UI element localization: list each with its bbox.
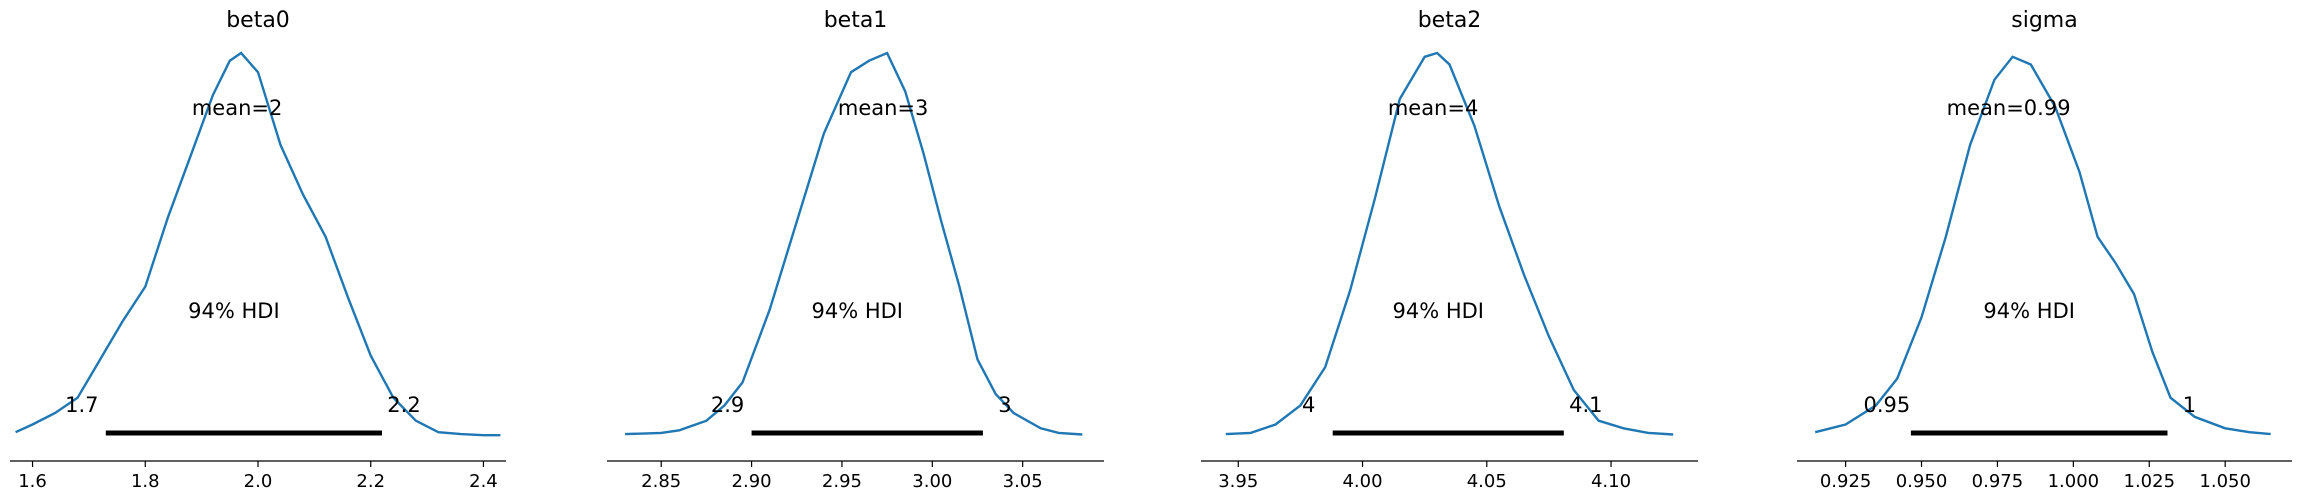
hdi-high-label: 2.2 — [387, 393, 420, 417]
hdi-high-label: 3 — [998, 393, 1011, 417]
x-tick-label: 1.6 — [18, 471, 47, 492]
x-tick-label: 2.2 — [356, 471, 385, 492]
x-tick-label: 3.05 — [1003, 471, 1043, 492]
x-tick-label: 0.975 — [1972, 471, 2024, 492]
hdi-high-label: 1 — [2183, 393, 2196, 417]
hdi-low-label: 1.7 — [65, 393, 98, 417]
hdi-high-label: 4.1 — [1569, 393, 1602, 417]
x-tick-label: 2.90 — [732, 471, 772, 492]
x-tick-label: 2.85 — [641, 471, 681, 492]
mean-label: mean=4 — [1388, 96, 1479, 120]
hdi-low-label: 0.95 — [1863, 393, 1910, 417]
x-tick-label: 4.10 — [1591, 471, 1631, 492]
x-tick-label: 3.00 — [912, 471, 952, 492]
x-tick-label: 2.0 — [244, 471, 273, 492]
x-tick-label: 1.025 — [2124, 471, 2176, 492]
hdi-label: 94% HDI — [1983, 299, 2075, 323]
x-tick-label: 2.95 — [822, 471, 862, 492]
x-tick-label: 3.95 — [1218, 471, 1258, 492]
x-tick-label: 4.05 — [1467, 471, 1507, 492]
density-curve — [1814, 55, 2271, 436]
density-curve — [625, 51, 1083, 436]
hdi-low-label: 2.9 — [711, 393, 744, 417]
x-tick-label: 1.050 — [2199, 471, 2251, 492]
x-tick-label: 4.00 — [1342, 471, 1382, 492]
panel-sigma: sigma mean=0.99 94% HDI 0.95 1 0.925 0.950 0.97… — [1797, 8, 2292, 492]
hdi-label: 94% HDI — [188, 299, 280, 323]
panel-beta1: beta1 mean=3 94% HDI 2.9 3 2.85 2.90 2.95 3.00 3.… — [607, 8, 1104, 492]
hdi-label: 94% HDI — [811, 299, 903, 323]
panel-title: beta1 — [824, 8, 888, 33]
panel-beta2: beta2 mean=4 94% HDI 4 4.1 3.95 4.00 4.05 4.10 — [1201, 8, 1698, 492]
mean-label: mean=0.99 — [1947, 96, 2071, 120]
panel-title: sigma — [2011, 8, 2077, 33]
x-tick-label: 1.000 — [2048, 471, 2100, 492]
x-tick-label: 0.950 — [1896, 471, 1948, 492]
density-curve — [15, 51, 501, 437]
hdi-label: 94% HDI — [1392, 299, 1484, 323]
panel-title: beta2 — [1418, 8, 1482, 33]
hdi-low-label: 4 — [1302, 393, 1315, 417]
panel-title: beta0 — [226, 8, 290, 33]
density-curve — [1225, 51, 1674, 436]
x-tick-label: 2.4 — [469, 471, 498, 492]
mean-label: mean=2 — [192, 96, 283, 120]
x-tick-label: 1.8 — [131, 471, 160, 492]
panel-beta0: beta0 mean=2 94% HDI 1.7 2.2 1.6 1.8 2.0 2.2 2.4 — [10, 8, 506, 492]
x-tick-label: 0.925 — [1820, 471, 1872, 492]
mean-label: mean=3 — [838, 96, 929, 120]
